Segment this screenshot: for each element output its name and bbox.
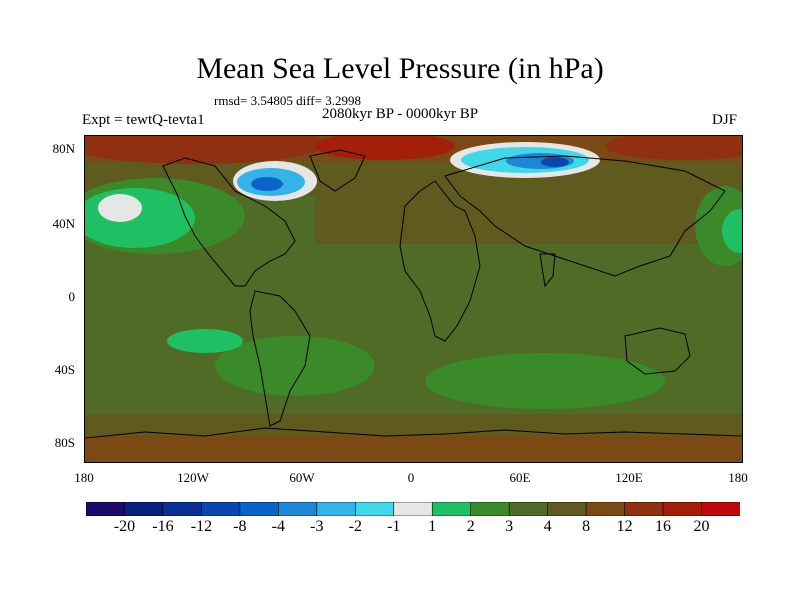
colorbar-label: 4 (543, 518, 552, 535)
colorbar-label: -20 (113, 518, 136, 535)
colorbar-label: -12 (190, 518, 213, 535)
lon-tick-180e: 180 (728, 470, 748, 485)
colorbar-swatch (624, 502, 664, 516)
colorbar-label: 16 (655, 518, 672, 535)
time-range-label: 2080kyr BP - 0000kyr BP (322, 106, 479, 122)
plot-title: Mean Sea Level Pressure (in hPa) (196, 52, 604, 85)
lat-tick-40s: 40S (54, 362, 75, 377)
colorbar (86, 502, 740, 516)
field-patch-red-3 (605, 136, 742, 160)
experiment-label: Expt = tewtQ-tevta1 (82, 112, 205, 128)
colorbar-swatch (316, 502, 357, 516)
lon-tick-180w: 180 (74, 470, 94, 485)
colorbar-swatch (585, 502, 626, 516)
field-patch-red-2 (315, 136, 455, 160)
colorbar-label: -3 (310, 518, 324, 535)
field-patch-sind (425, 353, 665, 409)
colorbar-label: 20 (693, 518, 710, 535)
colorbar-swatch (701, 502, 740, 516)
lat-tick-80n: 80N (52, 141, 75, 156)
pressure-map (84, 135, 743, 463)
colorbar-swatch (278, 502, 318, 516)
colorbar-label: 12 (616, 518, 633, 535)
colorbar-label: 8 (582, 518, 591, 535)
lat-tick-40n: 40N (52, 216, 75, 231)
colorbar-swatch (201, 502, 241, 516)
field-patch-green-2 (167, 329, 243, 353)
colorbar-swatch (124, 502, 164, 516)
lon-tick-60e: 60E (509, 470, 531, 485)
colorbar-label: 3 (505, 518, 514, 535)
colorbar-swatch (393, 502, 434, 516)
colorbar-swatch (162, 502, 203, 516)
colorbar-label: -4 (271, 518, 286, 535)
lat-tick-0: 0 (68, 289, 76, 304)
field-patch-red-1 (85, 136, 325, 164)
colorbar-label: 2 (466, 518, 475, 535)
colorbar-swatch (508, 502, 549, 516)
colorbar-label: -16 (152, 518, 174, 535)
field-antarctic-brown (85, 436, 742, 462)
colorbar-swatch (547, 502, 587, 516)
coastlines (85, 149, 742, 439)
field-patch-green-3 (722, 209, 742, 253)
colorbar-label: -8 (233, 518, 247, 535)
lon-tick-60w: 60W (289, 470, 315, 485)
stats-label: rmsd= 3.54805 diff= 3.2998 (214, 93, 361, 108)
lon-tick-0: 0 (407, 470, 415, 485)
field-negative-scandinavia (450, 142, 600, 178)
colorbar-label: 1 (428, 518, 437, 535)
colorbar-swatch (239, 502, 280, 516)
colorbar-label: -2 (348, 518, 362, 535)
colorbar-swatch (470, 502, 510, 516)
colorbar-swatch (431, 502, 472, 516)
colorbar-label: -1 (387, 518, 401, 535)
season-label: DJF (712, 112, 738, 128)
lon-tick-120e: 120E (615, 470, 643, 485)
field-negative-greenland (233, 161, 317, 201)
lat-tick-80s: 80S (54, 435, 75, 450)
field-patch-spac (215, 336, 375, 396)
field-patch-white-1 (98, 194, 142, 222)
lon-tick-120w: 120W (177, 470, 209, 485)
colorbar-swatch (86, 502, 126, 516)
colorbar-swatch (354, 502, 395, 516)
colorbar-swatch (662, 502, 703, 516)
